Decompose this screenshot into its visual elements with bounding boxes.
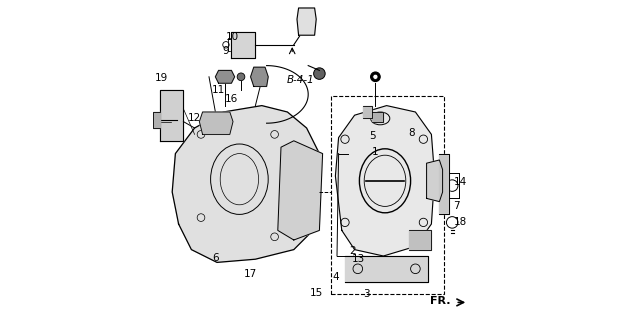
Polygon shape [232,32,255,58]
Bar [331,96,444,294]
Polygon shape [250,67,268,86]
Bar [163,96,180,134]
Text: B-4-1: B-4-1 [286,75,314,85]
Text: 19: 19 [155,73,168,84]
Polygon shape [172,106,319,262]
Text: 10: 10 [226,32,239,42]
Text: 16: 16 [225,94,238,104]
Text: 9: 9 [223,46,229,56]
Text: 5: 5 [369,131,376,141]
Text: 4: 4 [333,272,339,282]
Circle shape [314,68,325,79]
Text: 15: 15 [310,288,323,298]
Text: 17: 17 [244,268,257,279]
Text: 13: 13 [352,254,365,264]
Circle shape [371,72,380,82]
Text: 2: 2 [350,246,356,256]
Polygon shape [336,106,434,256]
Polygon shape [160,90,183,141]
Text: 3: 3 [364,289,370,299]
Text: 6: 6 [212,252,218,263]
Text: 14: 14 [454,177,467,188]
Text: FR.: FR. [430,296,451,306]
Polygon shape [215,70,235,83]
Polygon shape [345,256,428,282]
Polygon shape [362,106,372,118]
Text: 11: 11 [212,84,225,95]
Bar [228,38,232,51]
Polygon shape [439,154,449,214]
Polygon shape [372,112,383,122]
Polygon shape [297,8,316,35]
Text: 12: 12 [188,113,201,124]
Polygon shape [409,230,431,250]
Polygon shape [153,112,160,128]
Polygon shape [426,160,443,202]
Circle shape [237,73,245,81]
Circle shape [373,74,378,79]
Polygon shape [278,141,322,240]
Circle shape [153,116,162,124]
Text: 8: 8 [408,128,415,138]
Text: 1: 1 [372,147,379,157]
Polygon shape [200,112,233,134]
Text: 18: 18 [454,217,467,228]
Text: 7: 7 [453,201,459,212]
